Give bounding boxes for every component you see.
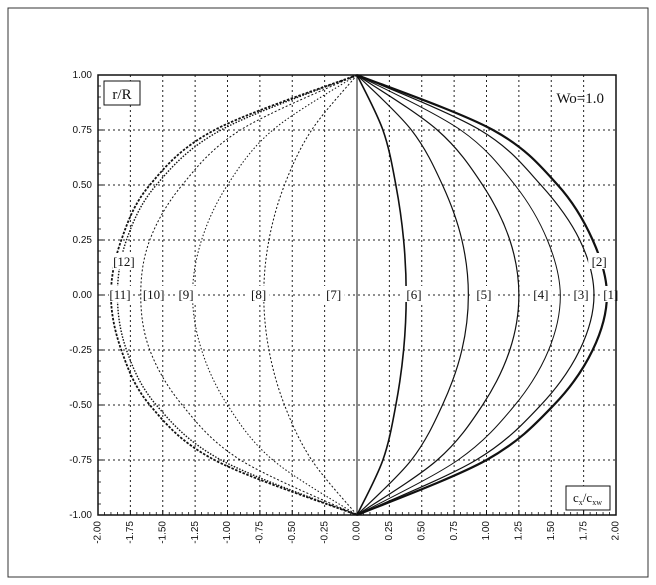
x-tick-label: -0.25 xyxy=(319,521,330,544)
x-tick-label: -1.00 xyxy=(222,521,233,544)
x-tick-label: -1.50 xyxy=(157,521,168,544)
x-tick-label: 1.00 xyxy=(481,521,492,541)
series-label-bg xyxy=(247,286,270,302)
outer-border xyxy=(7,7,649,578)
x-tick-label: 0.25 xyxy=(384,521,395,541)
series-label-11: [11] xyxy=(109,287,130,302)
x-tick-label: 1.25 xyxy=(514,521,525,541)
series-line-10 xyxy=(140,74,358,516)
plot-area-border xyxy=(97,74,617,516)
series-label-bg xyxy=(402,286,425,302)
y-tick-label: -0.75 xyxy=(69,455,92,466)
series-line-5 xyxy=(356,74,469,516)
series-label-4: [4] xyxy=(533,287,548,302)
series-line-3 xyxy=(356,74,561,516)
series-label-10: [10] xyxy=(143,287,165,302)
series-label-5: [5] xyxy=(476,287,491,302)
x-tick-label: 0.00 xyxy=(352,521,363,541)
x-axis-label: cx/cxw xyxy=(573,490,602,507)
x-tick-label: 0.50 xyxy=(416,521,427,541)
y-tick-label: -1.00 xyxy=(69,510,92,521)
x-tick-label: 1.50 xyxy=(546,521,557,541)
x-tick-label: -2.00 xyxy=(93,521,104,544)
series-label-bg xyxy=(142,286,165,302)
x-tick-label: -1.75 xyxy=(125,521,136,544)
y-tick-label: -0.50 xyxy=(69,400,92,411)
y-tick-label: -0.25 xyxy=(69,345,92,356)
y-tick-label: 0.50 xyxy=(73,180,93,191)
series-label-9: [9] xyxy=(178,287,193,302)
tick-layer: -2.00 -1.75 -1.50 -1.25 -1.00 -0.75 -0.50 -0.25… xyxy=(69,70,621,544)
series-label-bg xyxy=(322,286,345,302)
series-label-3: [3] xyxy=(573,287,588,302)
series-label-bg xyxy=(588,253,611,269)
series-label-2: [2] xyxy=(592,254,607,269)
series-line-4 xyxy=(356,74,520,516)
y-tick-label: 0.75 xyxy=(73,125,93,136)
x-tick-label: 1.75 xyxy=(578,521,589,541)
y-axis-label-box: r/R xyxy=(103,80,141,106)
wo-annotation: Wo=1.0 xyxy=(556,91,604,107)
series-label-layer: [1] [2] [3] [4] [5] [6] [7] [8] [9] [10] [11] [12] xyxy=(109,253,622,302)
series-label-bg xyxy=(175,286,198,302)
y-tick-label: 1.00 xyxy=(73,70,93,81)
series-label-6: [6] xyxy=(406,287,421,302)
series-label-bg xyxy=(570,286,593,302)
series-label-1: [1] xyxy=(603,287,618,302)
series-label-12: [12] xyxy=(113,254,135,269)
y-tick-label: 0.00 xyxy=(73,290,93,301)
series-label-bg xyxy=(112,253,135,269)
x-tick-label: -1.25 xyxy=(190,521,201,544)
y-axis-label: r/R xyxy=(112,87,131,103)
x-axis-label-box: cx/cxw xyxy=(565,485,611,511)
series-line-2 xyxy=(356,74,595,516)
series-label-bg xyxy=(109,286,132,302)
x-tick-label: 0.75 xyxy=(449,521,460,541)
series-label-7: [7] xyxy=(326,287,341,302)
series-label-bg xyxy=(472,286,495,302)
series-label-bg xyxy=(529,286,552,302)
series-label-8: [8] xyxy=(251,287,266,302)
y-tick-label: 0.25 xyxy=(73,235,93,246)
x-tick-label: -0.75 xyxy=(255,521,266,544)
x-tick-label: 2.00 xyxy=(611,521,622,541)
x-tick-label: -0.50 xyxy=(287,521,298,544)
